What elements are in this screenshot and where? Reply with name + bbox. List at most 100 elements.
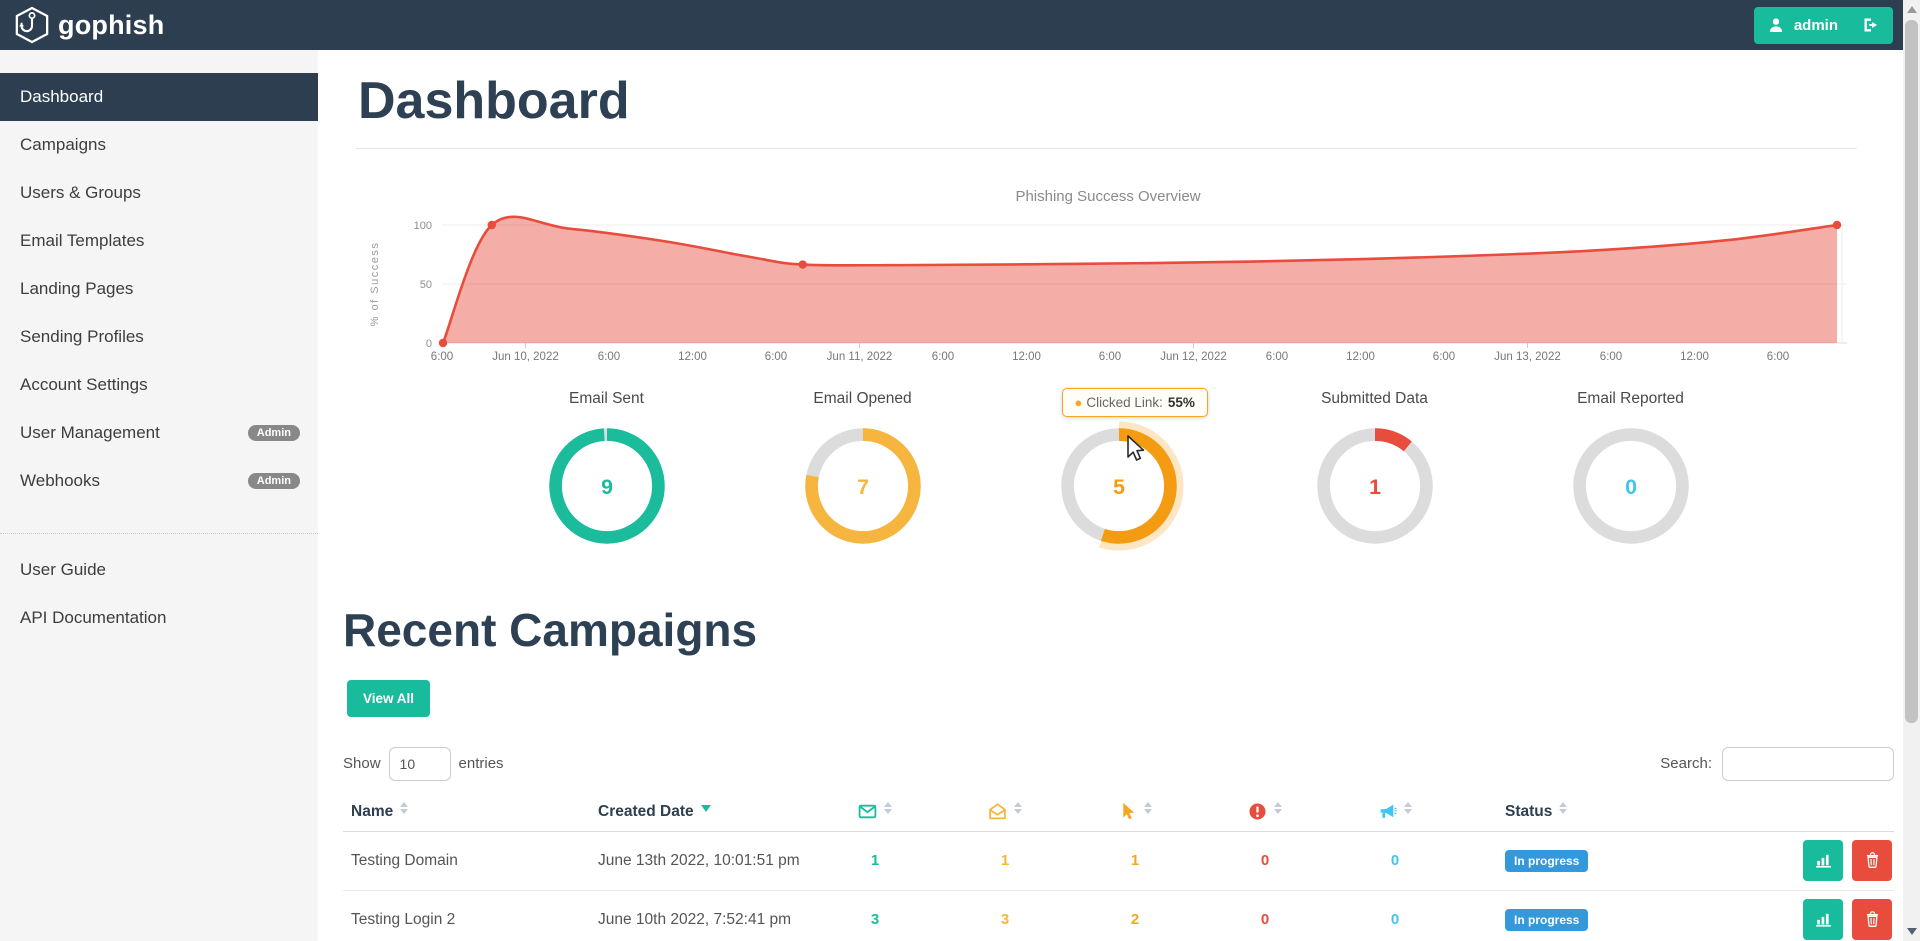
- view-results-button[interactable]: [1803, 840, 1843, 882]
- x-axis-tick: 6:00: [1767, 351, 1789, 363]
- campaign-count-data-submitted: 0: [1260, 911, 1270, 929]
- sidebar: Dashboard Campaigns Users & Groups Email Te…: [0, 50, 318, 941]
- sort-arrows-icon: [1404, 801, 1412, 814]
- x-axis-tick: 6:00: [932, 351, 954, 363]
- row-actions: [1682, 840, 1894, 882]
- donut-chart-submitted-data[interactable]: 1: [1310, 421, 1440, 551]
- donut-chart-clicked-link[interactable]: 5: [1053, 421, 1184, 551]
- sort-descending-icon: [700, 805, 711, 813]
- sidebar-item-dashboard[interactable]: Dashboard: [0, 73, 318, 121]
- y-axis-tick: 100: [414, 220, 432, 232]
- x-axis-tick: Jun 12, 2022: [1160, 351, 1227, 363]
- column-header-emails-reported[interactable]: [1330, 801, 1460, 821]
- column-header-created-date[interactable]: Created Date: [598, 803, 810, 821]
- sidebar-nav: Dashboard Campaigns Users & Groups Email Te…: [0, 73, 318, 505]
- sidebar-item-api-documentation[interactable]: API Documentation: [0, 594, 318, 642]
- stat-value: 5: [1113, 475, 1125, 499]
- delete-campaign-button[interactable]: [1852, 899, 1892, 941]
- x-axis-tick: Jun 10, 2022: [492, 351, 559, 363]
- sort-arrows-icon: [400, 801, 409, 814]
- x-axis-tick: 12:00: [1346, 351, 1375, 363]
- sidebar-item-label: Campaigns: [20, 135, 106, 154]
- sidebar-item-label: API Documentation: [20, 608, 167, 627]
- sidebar-item-users-groups[interactable]: Users & Groups: [0, 169, 318, 217]
- stat-submitted-data: Submitted Data 1: [1247, 383, 1503, 573]
- campaign-status: In progress: [1460, 908, 1682, 931]
- column-header-links-clicked[interactable]: [1070, 801, 1200, 821]
- column-header-label: Name: [351, 802, 394, 820]
- table-header-row: Name Created Date Status: [343, 793, 1894, 832]
- sidebar-item-label: Users & Groups: [20, 183, 141, 202]
- tooltip-dot-icon: ●: [1074, 394, 1083, 410]
- column-header-emails-opened[interactable]: [940, 801, 1070, 821]
- scrollbar-down-arrow-icon[interactable]: [1907, 928, 1917, 935]
- sidebar-item-label: Email Templates: [20, 231, 145, 250]
- sidebar-item-webhooks[interactable]: Webhooks Admin: [0, 457, 318, 505]
- sort-arrows-icon: [1144, 801, 1152, 814]
- sidebar-item-email-templates[interactable]: Email Templates: [0, 217, 318, 265]
- scrollbar-thumb[interactable]: [1905, 20, 1918, 723]
- scrollbar[interactable]: [1903, 0, 1920, 941]
- x-axis-tick: 6:00: [1099, 351, 1121, 363]
- sort-arrows-icon: [1014, 801, 1022, 814]
- bar-chart-icon: [1815, 855, 1831, 869]
- cursor-icon: [1123, 803, 1135, 820]
- column-header-name[interactable]: Name: [343, 801, 598, 821]
- admin-badge: Admin: [247, 425, 300, 441]
- row-actions: [1682, 899, 1894, 941]
- sidebar-item-user-management[interactable]: User Management Admin: [0, 409, 318, 457]
- page-size-input[interactable]: [388, 746, 451, 781]
- sidebar-item-user-guide[interactable]: User Guide: [0, 546, 318, 594]
- view-all-button[interactable]: View All: [347, 679, 431, 717]
- campaign-count-emails-opened: 3: [1000, 911, 1010, 929]
- x-axis-tick: 12:00: [678, 351, 707, 363]
- column-header-data-submitted[interactable]: [1200, 801, 1330, 821]
- data-point-marker[interactable]: [1832, 220, 1842, 229]
- campaign-count-emails-reported: 0: [1390, 852, 1400, 870]
- view-results-button[interactable]: [1803, 899, 1843, 941]
- data-point-marker[interactable]: [798, 260, 807, 269]
- sidebar-item-landing-pages[interactable]: Landing Pages: [0, 265, 318, 313]
- column-header-emails-sent[interactable]: [810, 801, 940, 821]
- search-input[interactable]: [1722, 746, 1894, 781]
- sidebar-item-sending-profiles[interactable]: Sending Profiles: [0, 313, 318, 361]
- stat-value: 1: [1369, 475, 1381, 499]
- area-series: [443, 216, 1837, 343]
- trash-icon: [1866, 911, 1878, 928]
- campaign-count-emails-reported: 0: [1390, 911, 1400, 929]
- data-point-marker[interactable]: [438, 338, 448, 347]
- x-axis-tick: 6:00: [431, 351, 453, 363]
- delete-campaign-button[interactable]: [1852, 840, 1892, 882]
- exclamation-circle-icon: [1249, 803, 1266, 821]
- brand[interactable]: gophish: [14, 5, 164, 45]
- sort-arrows-icon: [1274, 801, 1282, 814]
- sidebar-item-campaigns[interactable]: Campaigns: [0, 121, 318, 169]
- x-axis-tick: Jun 13, 2022: [1494, 351, 1561, 363]
- chart-title: Phishing Success Overview: [1015, 188, 1200, 205]
- stat-title: Submitted Data: [1321, 389, 1428, 407]
- y-axis-tick: 0: [426, 338, 432, 350]
- envelope-icon: [858, 805, 877, 819]
- sidebar-item-label: Sending Profiles: [20, 327, 144, 346]
- donut-chart-email-opened[interactable]: 7: [798, 421, 928, 551]
- x-axis-tick: 6:00: [1266, 351, 1288, 363]
- donut-chart-email-sent[interactable]: 9: [542, 421, 672, 551]
- stats-row: ● Clicked Link: 55% Email Sent 9 Email Ope…: [479, 383, 1759, 573]
- data-point-marker[interactable]: [487, 220, 496, 229]
- column-header-status[interactable]: Status: [1460, 801, 1682, 821]
- donut-chart-email-reported[interactable]: 0: [1566, 421, 1696, 551]
- main-content: Dashboard 0 50 100 6:00 Jun 10, 2022 6:00 12:0…: [318, 50, 1920, 941]
- campaign-count-emails-opened: 1: [1000, 852, 1010, 870]
- x-axis-tick: 6:00: [1433, 351, 1455, 363]
- column-header-label: Created Date: [598, 802, 694, 820]
- table-controls: Show entries Search:: [343, 746, 1894, 781]
- phishing-overview-chart[interactable]: 0 50 100 6:00 Jun 10, 2022 6:00 12:00 6:00 Jun 1…: [358, 183, 1878, 378]
- x-axis-tick: 6:00: [598, 351, 620, 363]
- sidebar-divider: [0, 533, 318, 534]
- bar-chart-icon: [1815, 914, 1831, 928]
- user-menu-button[interactable]: admin: [1753, 6, 1893, 44]
- scrollbar-up-arrow-icon[interactable]: [1907, 6, 1917, 13]
- tooltip-label: Clicked Link:: [1086, 394, 1163, 410]
- page-title: Dashboard: [358, 72, 630, 130]
- sidebar-item-account-settings[interactable]: Account Settings: [0, 361, 318, 409]
